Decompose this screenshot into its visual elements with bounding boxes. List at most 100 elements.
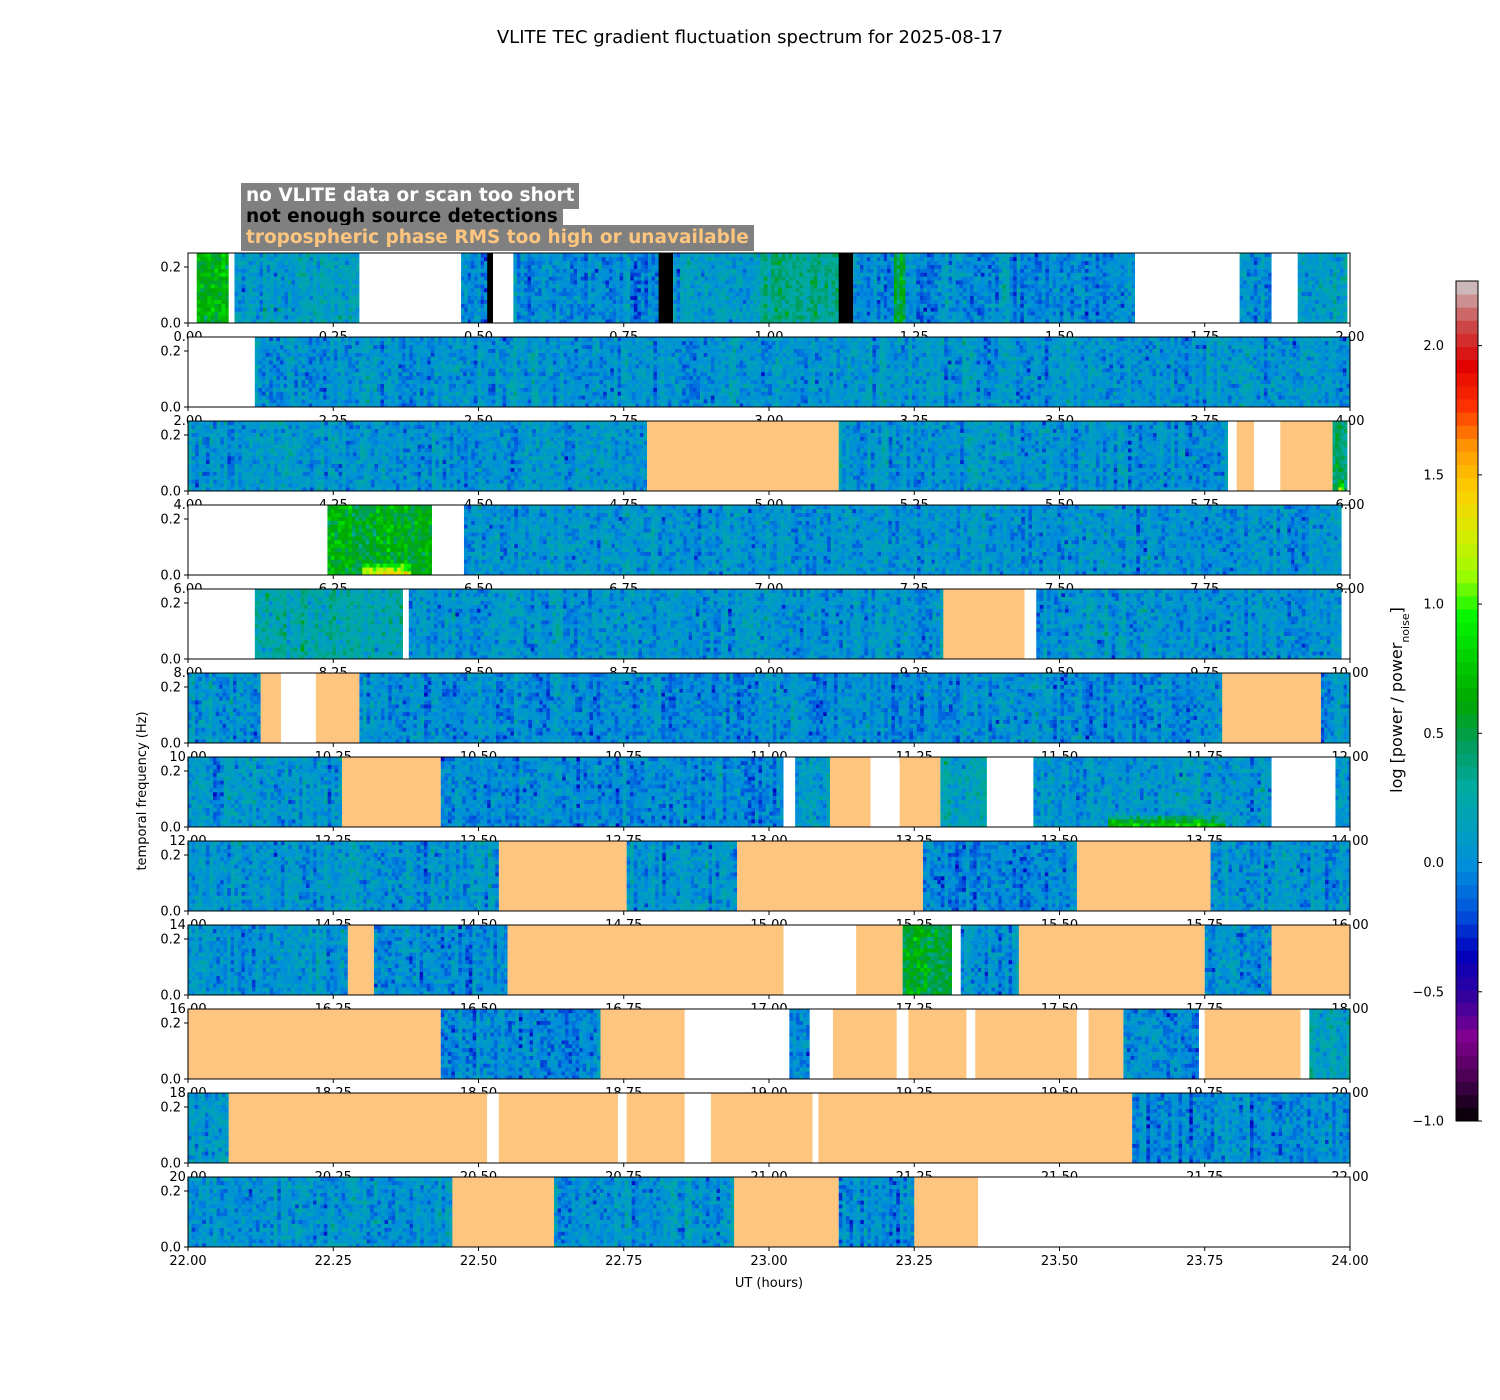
spectrum-cell <box>934 299 939 304</box>
spectrum-cell <box>977 272 982 277</box>
spectrum-cell <box>792 307 797 312</box>
spectrum-cell <box>728 311 733 316</box>
spectrum-cell <box>288 268 292 273</box>
spectrum-cell <box>1052 299 1057 304</box>
spectrum-cell <box>295 268 300 273</box>
spectrum-cell <box>803 256 807 262</box>
spectrum-cell <box>266 276 271 281</box>
spectrum-cell <box>276 383 281 388</box>
spectrum-cell <box>241 288 246 293</box>
spectrum-cell <box>806 284 811 289</box>
spectrum-cell <box>959 253 964 258</box>
spectrum-cell <box>570 307 574 312</box>
spectrum-cell <box>355 280 360 285</box>
spectrum-cell <box>283 395 288 400</box>
spectrum-cell <box>513 291 518 297</box>
spectrum-cell <box>616 264 620 269</box>
spectrum-cell <box>934 311 939 316</box>
spectrum-cell <box>977 256 982 262</box>
spectrum-cell <box>345 253 349 258</box>
spectrum-cell <box>1020 303 1025 308</box>
spectrum-cell <box>984 288 989 293</box>
spectrum-cell <box>294 340 299 346</box>
spectrum-cell <box>516 253 521 258</box>
spectrum-cell <box>1088 276 1093 281</box>
spectrum-cell <box>302 264 307 269</box>
spectrum-cell <box>283 375 288 381</box>
spectrum-cell <box>1002 291 1007 297</box>
spectrum-cell <box>824 299 829 304</box>
spectrum-cell <box>704 268 709 273</box>
spectrum-cell <box>1332 311 1337 316</box>
spectrum-cell <box>241 295 246 300</box>
spectrum-cell <box>728 303 733 308</box>
spectrum-cell <box>1027 284 1032 289</box>
spectrum-cell <box>970 280 974 285</box>
spectrum-cell <box>534 288 539 293</box>
spectrum-cell <box>959 256 964 262</box>
spectrum-cell <box>584 299 589 304</box>
spectrum-cell <box>937 288 942 293</box>
spectrum-cell <box>1099 307 1104 312</box>
spectrum-cell <box>1301 291 1306 297</box>
spectrum-cell <box>640 299 645 304</box>
spectrum-cell <box>203 295 208 300</box>
spectrum-cell <box>1102 288 1107 293</box>
spectrum-cell <box>258 395 263 400</box>
spectrum-cell <box>905 299 910 304</box>
spectrum-cell <box>970 303 974 308</box>
spectrum-cell <box>355 272 360 277</box>
spectrum-cell <box>225 276 229 281</box>
spectrum-cell <box>1016 268 1021 273</box>
spectrum-cell <box>880 319 885 324</box>
spectrum-cell <box>523 319 528 324</box>
spectrum-cell <box>545 299 550 304</box>
spectrum-cell <box>323 253 328 258</box>
spectrum-cell <box>1045 311 1050 316</box>
spectrum-cell <box>902 311 906 316</box>
spectrum-cell <box>824 264 829 269</box>
spectrum-cell <box>214 276 219 281</box>
spectrum-cell <box>835 276 840 281</box>
spectrum-cell <box>330 352 335 357</box>
spectrum-cell <box>570 303 574 308</box>
spectrum-cell <box>344 375 349 381</box>
spectrum-cell <box>520 272 525 277</box>
spectrum-cell <box>464 268 468 273</box>
spectrum-cell <box>753 307 758 312</box>
spectrum-cell <box>828 264 832 269</box>
spectrum-cell <box>337 352 342 357</box>
spectrum-cell <box>255 311 260 316</box>
spectrum-cell <box>290 352 295 357</box>
spectrum-cell <box>218 307 222 312</box>
spectrum-cell <box>828 295 832 300</box>
spectrum-cell <box>291 303 296 308</box>
spectrum-cell <box>909 253 914 258</box>
spectrum-cell <box>937 284 942 289</box>
spectrum-cell <box>309 315 314 320</box>
spectrum-cell <box>355 303 360 308</box>
spectrum-cell <box>810 260 815 265</box>
spectrum-cell <box>480 256 485 262</box>
spectrum-cell <box>612 288 617 293</box>
spectrum-cell <box>781 280 786 285</box>
spectrum-cell <box>348 403 353 408</box>
spectrum-cell <box>1084 295 1089 300</box>
spectrum-cell <box>591 253 596 258</box>
spectrum-cell <box>896 253 901 258</box>
spectrum-cell <box>1124 303 1129 308</box>
spectrum-cell <box>327 276 332 281</box>
spectrum-cell <box>531 303 535 308</box>
spectrum-cell <box>873 260 878 265</box>
spectrum-cell <box>262 368 266 373</box>
spectrum-cell <box>308 403 313 408</box>
spectrum-cell <box>962 303 967 308</box>
spectrum-cell <box>828 260 832 265</box>
spectrum-cell <box>562 299 567 304</box>
spectrum-cell <box>513 288 518 293</box>
spectrum-cell <box>1009 299 1014 304</box>
spectrum-cell <box>785 280 790 285</box>
spectrum-cell <box>570 315 574 320</box>
spectrum-cell <box>255 268 260 273</box>
spectrum-cell <box>941 291 946 297</box>
